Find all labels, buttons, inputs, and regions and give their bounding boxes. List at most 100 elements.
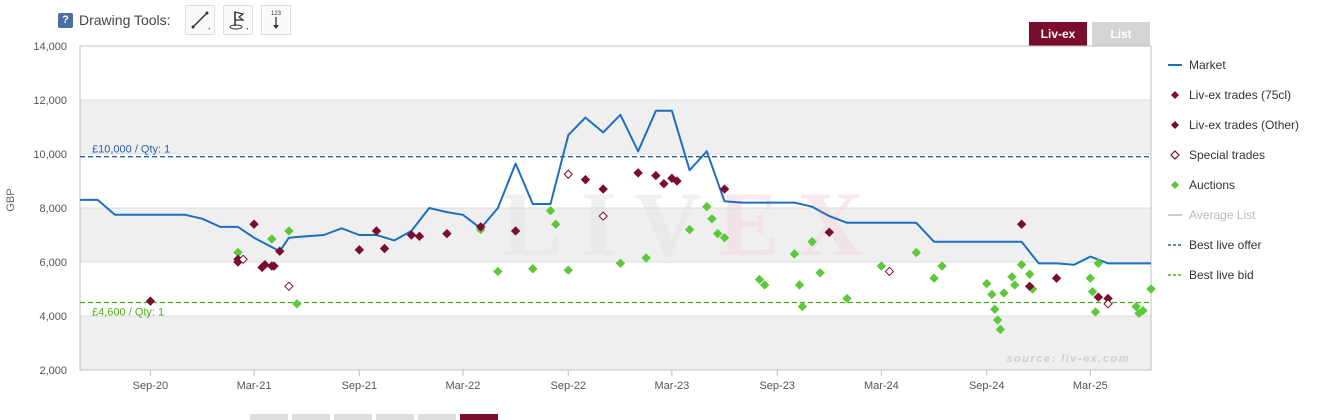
auction-point	[807, 237, 817, 247]
trade-75cl-point	[651, 170, 661, 181]
trade-75cl-point	[371, 226, 382, 236]
trade-75cl-point	[598, 184, 608, 194]
auction-point	[1016, 259, 1027, 270]
auction-point	[707, 214, 717, 224]
x-tick-label: Sep-24	[969, 380, 1004, 392]
trade-75cl-point	[824, 227, 835, 238]
legend-item[interactable]: Best live offer	[1168, 230, 1318, 260]
legend-label: Average List	[1189, 208, 1256, 222]
legend-symbol	[1168, 119, 1182, 131]
special-trade-point	[563, 169, 573, 179]
trade-75cl-point	[659, 178, 669, 189]
trade-75cl-point	[249, 219, 259, 229]
flag-tool-icon	[229, 11, 248, 30]
auction-point	[702, 201, 712, 212]
list-toggle-button[interactable]: List	[1092, 22, 1150, 46]
special-trade-point	[598, 211, 608, 221]
x-tick-label: Sep-22	[551, 380, 586, 392]
legend-item[interactable]: Average List	[1168, 200, 1318, 230]
trade-75cl-point	[1093, 292, 1104, 302]
special-trade-point	[884, 266, 895, 277]
drawing-toolbar: ? Drawing Tools: 123	[58, 4, 299, 36]
auction-point	[719, 232, 730, 243]
liv-ex-watermark: LIV EX	[501, 173, 882, 275]
line-tool-icon	[191, 11, 210, 30]
auction-point	[284, 226, 294, 236]
legend-item[interactable]: Market	[1168, 50, 1318, 80]
trade-75cl-point	[275, 246, 285, 256]
auction-point	[1087, 286, 1098, 297]
help-icon[interactable]: ?	[58, 12, 73, 28]
x-tick-label: Mar-25	[1073, 380, 1108, 392]
y-axis: 2,000 4,000 6,000 8,000 10,000 12,000 14,000	[33, 41, 67, 377]
auction-point	[1146, 284, 1156, 294]
range-tab[interactable]	[250, 414, 288, 420]
liv-ex-toggle-button[interactable]: Liv-ex	[1029, 22, 1087, 46]
flag-tool-button[interactable]	[222, 5, 253, 35]
auction-point	[545, 205, 556, 216]
legend-item[interactable]: Best live bid	[1168, 260, 1318, 290]
auction-point	[815, 268, 825, 278]
auction-point	[684, 224, 695, 235]
svg-text:EX: EX	[718, 173, 882, 275]
label-tool-button[interactable]: 123	[260, 5, 291, 35]
auction-point	[797, 301, 808, 312]
trade-other-point	[269, 261, 279, 271]
plot-area-frame	[79, 45, 1152, 371]
plot-band	[80, 208, 1151, 262]
legend-label: Best live offer	[1189, 238, 1262, 252]
range-tab[interactable]	[334, 414, 372, 420]
special-trade-point	[284, 281, 294, 292]
legend-item[interactable]: Liv-ex trades (75cl)	[1168, 80, 1318, 110]
auction-point	[999, 288, 1009, 298]
auction-point	[563, 265, 573, 275]
x-tick-label: Mar-23	[654, 380, 689, 392]
legend-label: Special trades	[1189, 148, 1266, 162]
line-tool-button[interactable]	[184, 5, 215, 35]
auction-point	[759, 280, 770, 290]
market-line	[80, 109, 1151, 266]
auction-point	[712, 228, 723, 239]
source-annotation: source: liv-ex.com	[1006, 353, 1130, 365]
auction-point	[1024, 269, 1035, 279]
auction-point	[794, 280, 805, 290]
legend-symbol	[1168, 149, 1182, 161]
auction-point	[1138, 305, 1148, 316]
trade-75cl-point	[1024, 281, 1035, 292]
auction-point	[1010, 280, 1020, 290]
x-tick-label: Sep-23	[759, 380, 794, 392]
auction-point	[1093, 258, 1104, 269]
label-tool-text: 123	[271, 11, 282, 17]
plot-bands	[80, 100, 1151, 370]
auction-point	[1131, 301, 1141, 312]
price-chart: LIV EX £10,000 / Qty: 1 £4,600 / Qty: 1 2…	[5, 41, 1156, 392]
y-tick-label: 6,000	[39, 257, 67, 269]
auction-point	[995, 324, 1006, 335]
auction-point	[550, 219, 561, 229]
legend-item[interactable]: Special trades	[1168, 140, 1318, 170]
range-tab-active[interactable]	[460, 414, 498, 420]
legend-item[interactable]: Auctions	[1168, 170, 1318, 200]
svg-text:LIV: LIV	[501, 173, 719, 275]
legend-label: Auctions	[1189, 178, 1236, 192]
trade-75cl-point	[475, 222, 486, 232]
auction-point	[754, 274, 765, 285]
range-tab[interactable]	[292, 414, 330, 420]
range-tab[interactable]	[376, 414, 414, 420]
legend-symbol	[1168, 89, 1182, 101]
auction-point	[292, 299, 302, 309]
auction-point	[987, 289, 997, 300]
x-tick-label: Mar-21	[237, 380, 272, 392]
auction-point	[1085, 273, 1096, 283]
range-tab[interactable]	[418, 414, 456, 420]
auction-point	[641, 253, 651, 263]
trade-75cl-point	[510, 226, 521, 236]
y-axis-title: GBP	[5, 188, 17, 211]
legend-label: Market	[1189, 58, 1226, 72]
legend-item[interactable]: Liv-ex trades (Other)	[1168, 110, 1318, 140]
special-trade-point	[238, 254, 248, 265]
y-tick-label: 4,000	[39, 311, 67, 323]
reference-line-label: £10,000 / Qty: 1	[92, 144, 170, 156]
x-tick-label: Sep-21	[342, 380, 377, 392]
auction-point	[493, 266, 503, 277]
